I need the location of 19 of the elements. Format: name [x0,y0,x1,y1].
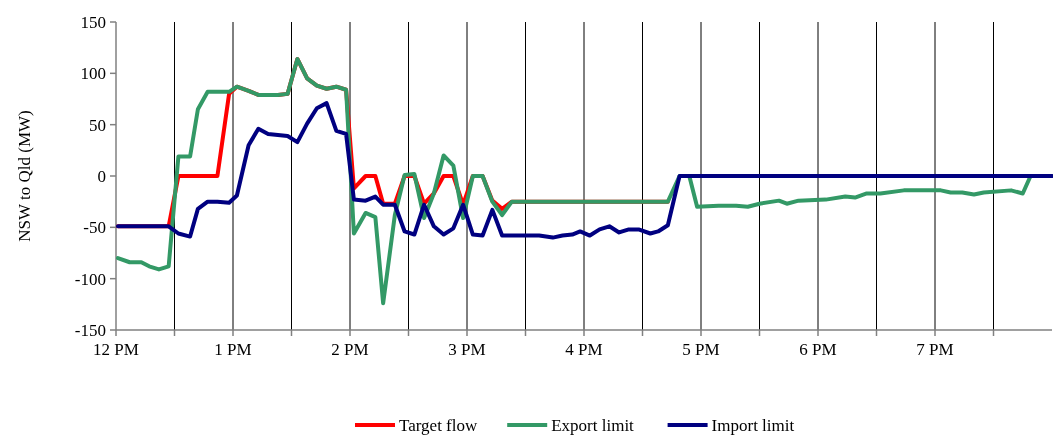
x-tick-label: 4 PM [565,340,603,359]
y-tick-label: -100 [74,269,106,289]
y-tick-label: -150 [74,320,106,340]
x-tick-label: 6 PM [799,340,837,359]
legend-label: Import limit [711,415,795,435]
y-tick-label: 100 [80,64,106,84]
x-tick-label: 5 PM [682,340,720,359]
y-axis-title: NSW to Qld (MW) [15,110,34,242]
y-tick-label: -50 [83,218,106,238]
x-tick-label: 1 PM [214,340,252,359]
x-tick-label: 2 PM [331,340,369,359]
y-tick-label: 150 [80,12,106,32]
x-tick-label: 12 PM [93,340,139,359]
y-tick-label: 50 [89,115,106,135]
legend-label: Target flow [399,415,478,435]
x-tick-label: 7 PM [916,340,954,359]
x-tick-label: 3 PM [448,340,486,359]
legend-label: Export limit [551,415,635,435]
y-tick-label: 0 [97,166,106,186]
